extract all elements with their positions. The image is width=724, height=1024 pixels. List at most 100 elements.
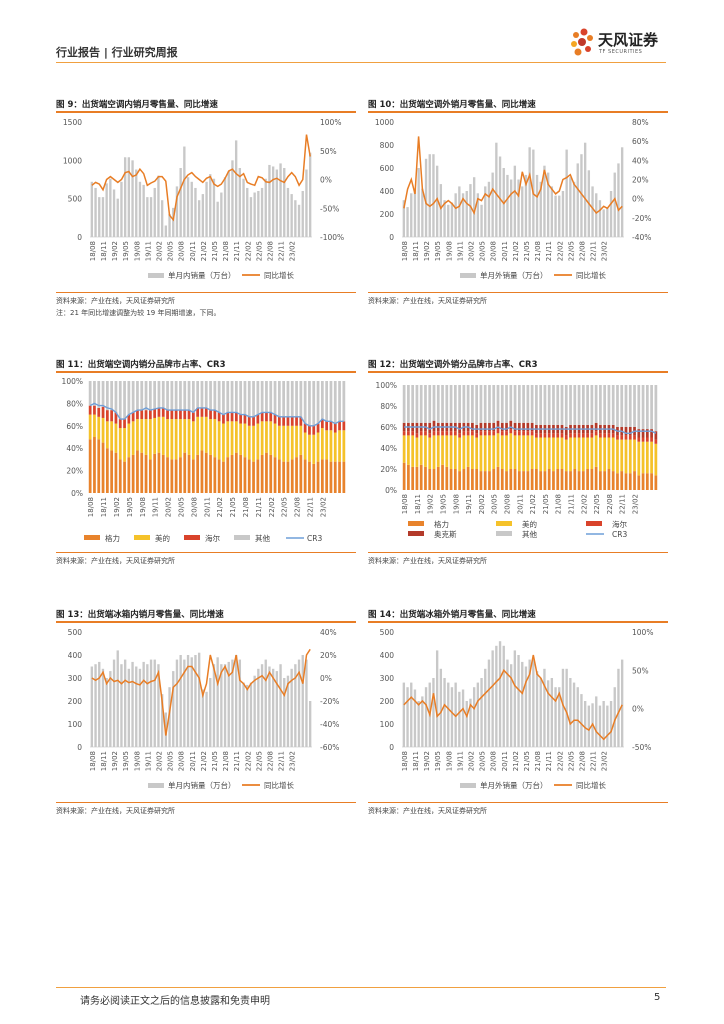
stack-segment bbox=[628, 439, 632, 474]
stack-segment bbox=[552, 471, 555, 490]
x-axis-tick-label: 23/02 bbox=[289, 241, 297, 261]
stack-segment bbox=[466, 435, 470, 467]
bar bbox=[465, 701, 468, 747]
bar bbox=[209, 174, 212, 237]
stack-segment bbox=[449, 435, 453, 469]
stack-segment bbox=[290, 416, 294, 426]
x-axis-tick-label: 21/08 bbox=[222, 241, 230, 261]
stack-segment-other bbox=[462, 385, 466, 423]
legend-swatch bbox=[84, 535, 100, 540]
stack-segment bbox=[603, 433, 607, 438]
stack-segment bbox=[204, 407, 208, 417]
stack-segment-other bbox=[127, 381, 131, 415]
stack-segment bbox=[252, 425, 255, 462]
bar bbox=[472, 687, 476, 747]
stack-segment bbox=[547, 437, 551, 469]
stack-segment bbox=[157, 452, 161, 493]
stack-segment-other bbox=[217, 381, 221, 413]
bar bbox=[424, 687, 428, 747]
stack-segment bbox=[654, 431, 658, 440]
stack-segment bbox=[509, 420, 513, 430]
right-axis-tick-label: 0% bbox=[320, 176, 332, 185]
bar bbox=[524, 666, 528, 747]
legend-swatch bbox=[496, 531, 512, 536]
stack-segment-other bbox=[535, 385, 538, 425]
bar bbox=[454, 682, 457, 747]
stack-segment bbox=[114, 412, 118, 424]
x-axis-tick-label: 18/08 bbox=[401, 494, 409, 514]
stack-segment bbox=[428, 469, 432, 490]
stack-segment bbox=[436, 431, 440, 436]
stack-segment-other bbox=[161, 381, 165, 408]
left-axis-tick-label: 200 bbox=[380, 210, 395, 219]
stack-segment bbox=[282, 416, 286, 426]
left-axis-tick-label: 0 bbox=[389, 233, 394, 242]
bar bbox=[554, 195, 557, 237]
stack-segment bbox=[136, 450, 139, 493]
figure-14-source: 资料来源：产业在线，天风证券研究所 bbox=[368, 807, 487, 815]
bar bbox=[509, 664, 513, 747]
bar bbox=[157, 175, 160, 237]
bar bbox=[569, 678, 572, 747]
bar bbox=[413, 689, 417, 747]
bar bbox=[194, 655, 197, 747]
stack-segment bbox=[174, 459, 178, 493]
fig10-svg: 0 200 400 600 800 1000 -40% -20% 0% 20% 40% 60% 80% 1… bbox=[375, 118, 651, 280]
bar bbox=[146, 664, 149, 747]
bar bbox=[413, 188, 417, 237]
x-axis-tick-label: 19/08 bbox=[445, 241, 453, 261]
stack-segment bbox=[265, 421, 268, 453]
x-axis-tick-label: 18/08 bbox=[89, 241, 97, 261]
figure-12-title: 图 12：出货端空调外销分品牌市占率、CR3 bbox=[368, 360, 538, 370]
stack-segment bbox=[157, 407, 161, 417]
stack-segment bbox=[488, 422, 491, 432]
bar bbox=[305, 659, 308, 747]
stack-segment bbox=[273, 414, 277, 424]
stack-segment-other bbox=[603, 385, 607, 425]
stack-segment bbox=[144, 454, 148, 493]
legend-line-label: 同比增长 bbox=[264, 270, 294, 280]
stack-segment-other bbox=[445, 385, 449, 423]
bar bbox=[539, 181, 542, 237]
stack-segment-other bbox=[342, 381, 346, 422]
x-axis-tick-label: 21/02 bbox=[200, 241, 208, 261]
stack-segment bbox=[581, 433, 585, 438]
stack-segment-other bbox=[505, 385, 508, 423]
stack-segment bbox=[415, 466, 419, 490]
bar bbox=[580, 694, 583, 747]
bar bbox=[598, 705, 602, 747]
bar bbox=[127, 668, 131, 747]
stack-segment-other bbox=[641, 385, 645, 430]
stack-segment bbox=[282, 425, 286, 462]
x-axis-tick-label: 21/05 bbox=[211, 751, 219, 771]
x-axis-tick-label: 21/08 bbox=[242, 497, 250, 517]
right-axis-tick-label: 40% bbox=[632, 156, 649, 165]
legend-label: CR3 bbox=[307, 534, 322, 543]
legend-label: 美的 bbox=[155, 533, 170, 543]
bar bbox=[283, 168, 286, 237]
stack-segment bbox=[161, 416, 165, 455]
stack-segment-other bbox=[441, 385, 444, 423]
stack-segment bbox=[500, 469, 504, 490]
stack-segment bbox=[458, 422, 461, 434]
fig12-svg: 0% 20% 40% 60% 80% 100% 18/08 18/11 19/02 19/05 19… bbox=[376, 381, 658, 539]
stack-segment bbox=[170, 459, 174, 493]
stack-segment bbox=[535, 437, 538, 469]
bar bbox=[279, 664, 282, 747]
stack-segment-other bbox=[187, 381, 191, 411]
stack-segment bbox=[234, 421, 238, 453]
stack-segment bbox=[411, 466, 415, 490]
stack-segment bbox=[458, 433, 461, 438]
stack-segment bbox=[179, 457, 182, 493]
stack-segment bbox=[105, 448, 109, 493]
bar bbox=[572, 181, 576, 237]
stack-segment bbox=[308, 461, 311, 493]
stack-segment bbox=[402, 462, 406, 490]
x-axis-tick-label: 18/11 bbox=[414, 494, 422, 514]
x-axis-tick-label: 21/11 bbox=[255, 497, 263, 517]
legend-swatch bbox=[134, 535, 150, 540]
bar bbox=[524, 174, 528, 237]
x-axis-tick-label: 19/08 bbox=[452, 494, 460, 514]
left-axis-tick-label: 100% bbox=[62, 377, 83, 386]
x-axis-tick-label: 22/11 bbox=[278, 241, 286, 261]
